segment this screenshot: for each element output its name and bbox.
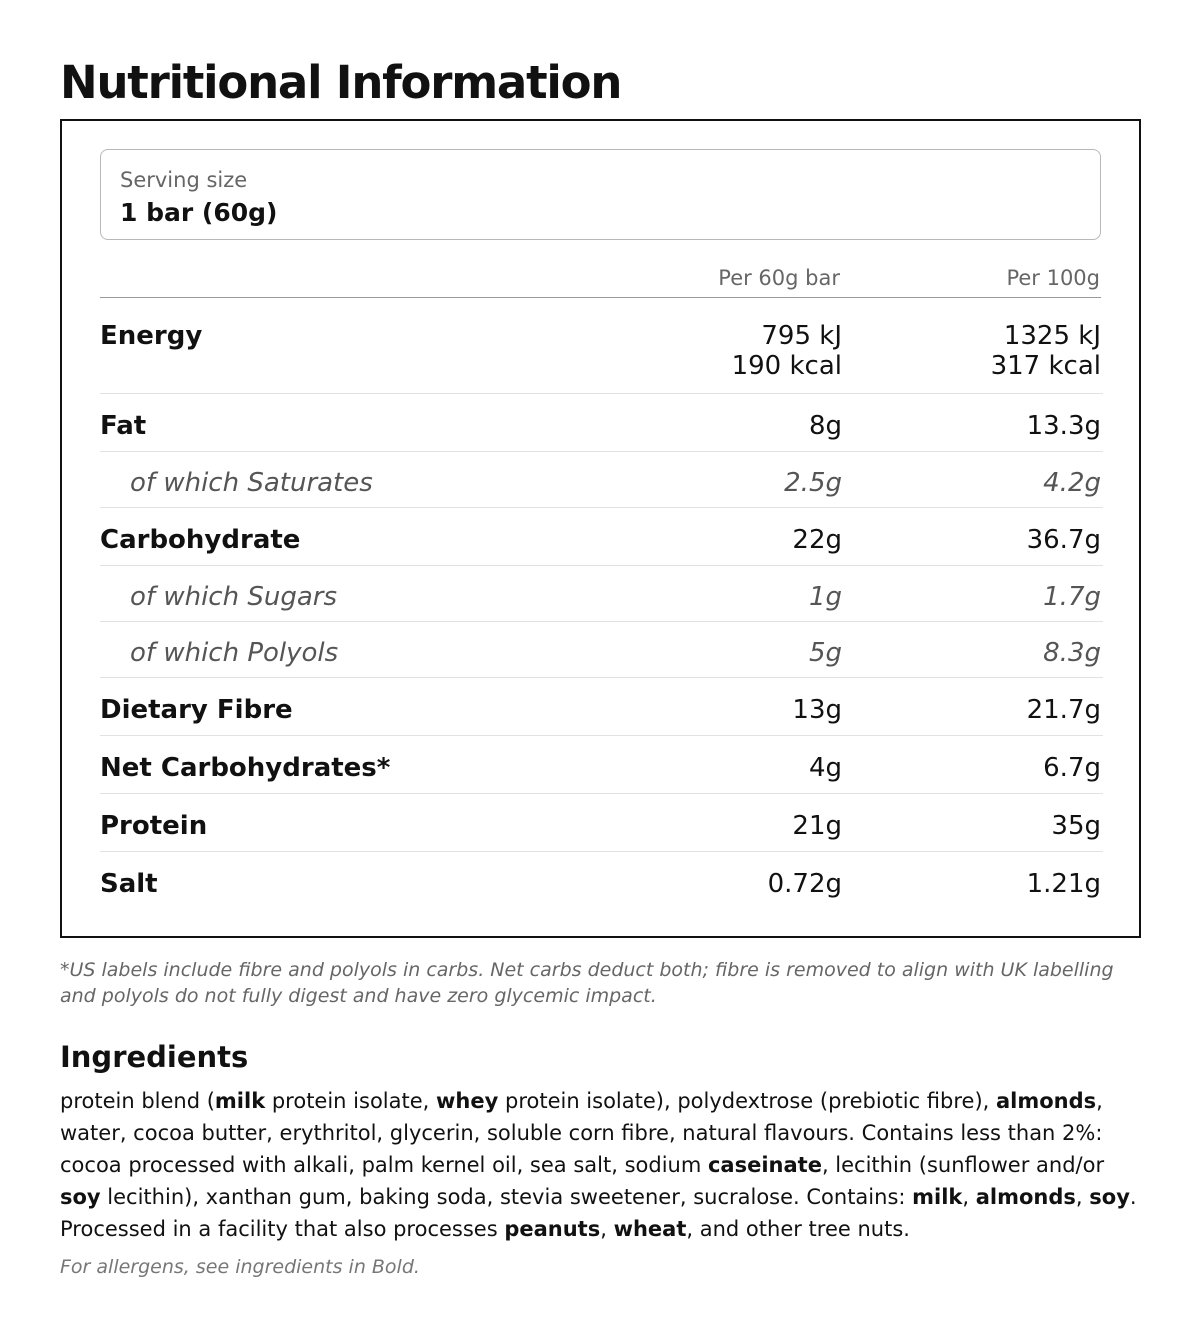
row-divider [100,451,1103,452]
nutrient-name: of which Polyols [130,638,339,668]
ingredients-text: protein blend (milk protein isolate, whe… [60,1085,1150,1245]
allergen-ingredient: peanuts [504,1217,601,1241]
page-title: Nutritional Information [60,56,622,109]
per-serving-value: 1g [808,582,842,612]
allergen-ingredient: whey [436,1089,499,1113]
ingredient-text: , [1075,1185,1090,1209]
nutrition-row: Salt 0.72g 1.21g [100,852,1103,910]
serving-size-value: 1 bar (60g) [120,198,278,227]
ingredient-text: , lecithin (sunflower and/or [821,1153,1105,1177]
nutrition-row: Fat 8g 13.3g [100,394,1103,452]
nutrition-row: of which Polyols 5g 8.3g [100,622,1103,678]
nutrient-name: Carbohydrate [100,525,301,555]
per-serving-value: 795 kJ 190 kcal [731,321,842,381]
ingredient-text: lecithin), xanthan gum, baking soda, ste… [100,1185,913,1209]
ingredient-text: , and other tree nuts. [686,1217,910,1241]
allergen-ingredient: soy [1089,1185,1130,1209]
nutrition-panel: Serving size 1 bar (60g) Per 60g bar Per… [60,119,1141,938]
column-header-per-serving: Per 60g bar [718,266,840,290]
row-divider [100,677,1103,678]
nutrient-name: Energy [100,321,203,351]
per-serving-value: 2.5g [784,468,842,498]
allergen-ingredient: soy [60,1185,101,1209]
per-100g-value: 8.3g [1043,638,1101,668]
ingredient-text: protein isolate), polydextrose (prebioti… [498,1089,996,1113]
nutrient-name: Net Carbohydrates* [100,753,391,783]
nutrition-row: Energy 795 kJ 190 kcal 1325 kJ 317 kcal [100,307,1103,394]
nutrition-row: of which Sugars 1g 1.7g [100,566,1103,622]
per-serving-value: 22g [792,525,842,555]
nutrient-name: Dietary Fibre [100,695,293,725]
per-100g-value: 6.7g [1043,753,1101,783]
nutrient-name: Salt [100,869,158,899]
serving-size-label: Serving size [120,168,248,192]
per-serving-value: 4g [808,753,842,783]
per-serving-value: 21g [792,811,842,841]
nutrition-row: of which Saturates 2.5g 4.2g [100,452,1103,508]
ingredient-text: , water, cocoa butter, erythritol, glyce… [60,1089,1103,1177]
header-divider [100,297,1101,298]
allergen-note: For allergens, see ingredients in Bold. [60,1256,420,1278]
column-header-per-100g: Per 100g [1006,266,1100,290]
ingredient-text: . Processed in a facility that also proc… [60,1185,1137,1241]
allergen-ingredient: caseinate [707,1153,822,1177]
row-divider [100,793,1103,794]
nutrient-name: Protein [100,811,208,841]
nutrition-row: Carbohydrate 22g 36.7g [100,508,1103,566]
nutrient-name: of which Sugars [130,582,337,612]
allergen-ingredient: almonds [996,1089,1097,1113]
row-divider [100,621,1103,622]
nutrition-row: Net Carbohydrates* 4g 6.7g [100,736,1103,794]
per-100g-value: 1325 kJ 317 kcal [990,321,1101,381]
per-100g-value: 1.21g [1026,869,1101,899]
allergen-ingredient: milk [214,1089,266,1113]
row-divider [100,735,1103,736]
nutrient-name: of which Saturates [130,468,373,498]
row-divider [100,851,1103,852]
nutrient-name: Fat [100,411,147,441]
per-100g-value: 4.2g [1043,468,1101,498]
ingredients-title: Ingredients [60,1040,249,1074]
serving-size-box: Serving size 1 bar (60g) [100,149,1101,240]
per-100g-value: 21.7g [1026,695,1101,725]
row-divider [100,393,1103,394]
per-serving-value: 13g [792,695,842,725]
per-100g-value: 13.3g [1026,411,1101,441]
row-divider [100,507,1103,508]
net-carbs-footnote: *US labels include fibre and polyols in … [60,959,1114,1007]
ingredient-text: protein isolate, [265,1089,437,1113]
nutrition-row: Dietary Fibre 13g 21.7g [100,678,1103,736]
per-serving-value: 0.72g [767,869,842,899]
allergen-ingredient: milk [912,1185,963,1209]
allergen-ingredient: wheat [613,1217,687,1241]
allergen-ingredient: almonds [975,1185,1076,1209]
per-serving-value: 8g [808,411,842,441]
per-100g-value: 1.7g [1043,582,1101,612]
ingredient-text: protein blend ( [60,1089,215,1113]
per-100g-value: 35g [1051,811,1101,841]
per-100g-value: 36.7g [1026,525,1101,555]
per-serving-value: 5g [808,638,842,668]
ingredient-text: , [962,1185,976,1209]
row-divider [100,565,1103,566]
nutrition-row: Protein 21g 35g [100,794,1103,852]
ingredient-text: , [600,1217,614,1241]
